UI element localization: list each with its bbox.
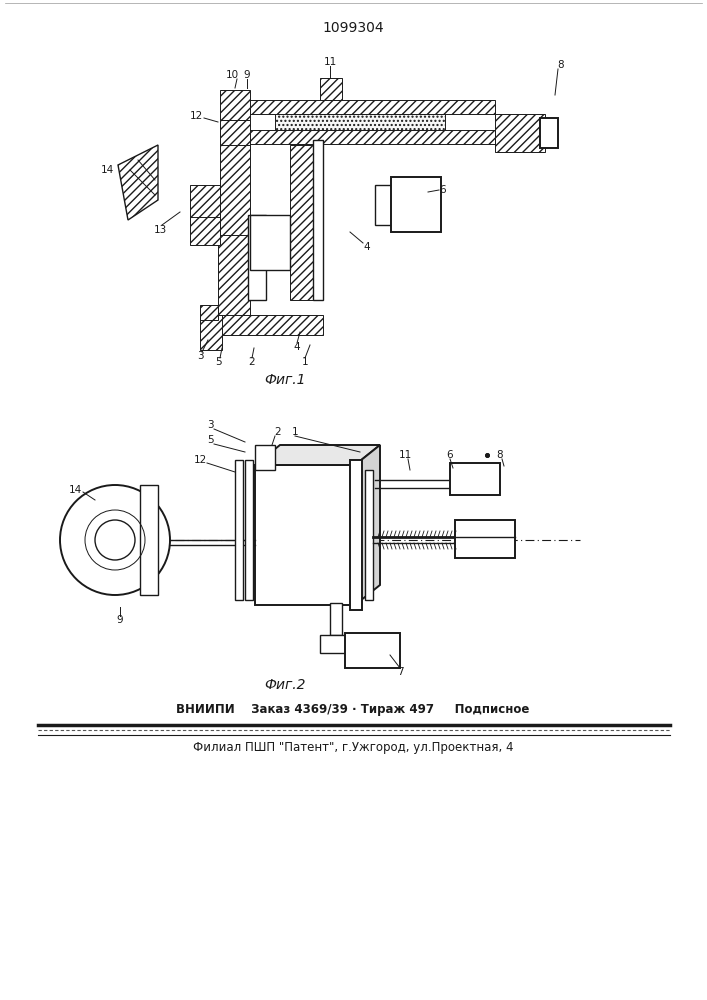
Text: 4: 4 — [293, 342, 300, 352]
Text: 3: 3 — [206, 420, 214, 430]
Text: Фиг.1: Фиг.1 — [264, 373, 305, 387]
Bar — [245, 460, 253, 600]
Bar — [200, 305, 218, 320]
Text: 1: 1 — [302, 357, 308, 367]
Text: 8: 8 — [558, 60, 564, 70]
Bar — [255, 445, 275, 470]
Bar — [250, 215, 290, 270]
Text: 1099304: 1099304 — [322, 21, 384, 35]
Bar — [540, 118, 558, 148]
Bar — [275, 114, 445, 130]
Bar — [245, 100, 495, 114]
Bar — [235, 460, 243, 600]
Text: Филиал ПШП "Патент", г.Ужгород, ул.Проектная, 4: Филиал ПШП "Патент", г.Ужгород, ул.Проек… — [193, 742, 513, 754]
Bar — [140, 485, 158, 595]
Text: 6: 6 — [447, 450, 453, 460]
Circle shape — [95, 520, 135, 560]
Bar — [330, 603, 342, 635]
Text: 9: 9 — [117, 615, 123, 625]
Bar — [320, 78, 342, 100]
Text: 1: 1 — [292, 427, 298, 437]
Bar — [255, 465, 355, 605]
Text: 10: 10 — [226, 70, 238, 80]
Bar — [313, 140, 323, 300]
Text: 4: 4 — [363, 242, 370, 252]
Text: ВНИИПИ    Заказ 4369/39 · Тираж 497     Подписное: ВНИИПИ Заказ 4369/39 · Тираж 497 Подписн… — [176, 702, 530, 716]
Bar — [365, 470, 373, 600]
Bar — [190, 185, 220, 220]
Text: 14: 14 — [69, 485, 81, 495]
Bar — [391, 177, 441, 232]
Text: 12: 12 — [194, 455, 206, 465]
Bar — [220, 90, 250, 120]
Bar — [290, 145, 322, 300]
Text: 11: 11 — [398, 450, 411, 460]
Bar — [220, 145, 250, 240]
Text: 2: 2 — [249, 357, 255, 367]
Bar — [190, 217, 220, 245]
Text: Фиг.2: Фиг.2 — [264, 678, 305, 692]
Text: 5: 5 — [215, 357, 221, 367]
Bar — [450, 463, 500, 495]
Bar — [495, 114, 545, 152]
Bar — [218, 235, 250, 320]
Text: 13: 13 — [153, 225, 167, 235]
Polygon shape — [118, 145, 158, 220]
Bar — [320, 635, 352, 653]
Text: 9: 9 — [244, 70, 250, 80]
Text: 11: 11 — [323, 57, 337, 67]
Bar — [200, 315, 222, 350]
Text: 3: 3 — [197, 351, 204, 361]
Bar — [245, 130, 495, 144]
Text: 6: 6 — [440, 185, 446, 195]
Text: 12: 12 — [189, 111, 203, 121]
Bar — [248, 215, 266, 300]
Bar — [345, 633, 400, 668]
Polygon shape — [355, 445, 380, 605]
Text: 7: 7 — [397, 667, 403, 677]
Text: 14: 14 — [100, 165, 114, 175]
Bar — [220, 120, 250, 150]
Text: 8: 8 — [497, 450, 503, 460]
Text: 5: 5 — [206, 435, 214, 445]
Bar — [218, 315, 323, 335]
Circle shape — [60, 485, 170, 595]
Bar — [375, 185, 391, 225]
Text: 2: 2 — [275, 427, 281, 437]
Bar — [350, 460, 362, 610]
Polygon shape — [255, 445, 380, 465]
Bar — [455, 520, 515, 558]
